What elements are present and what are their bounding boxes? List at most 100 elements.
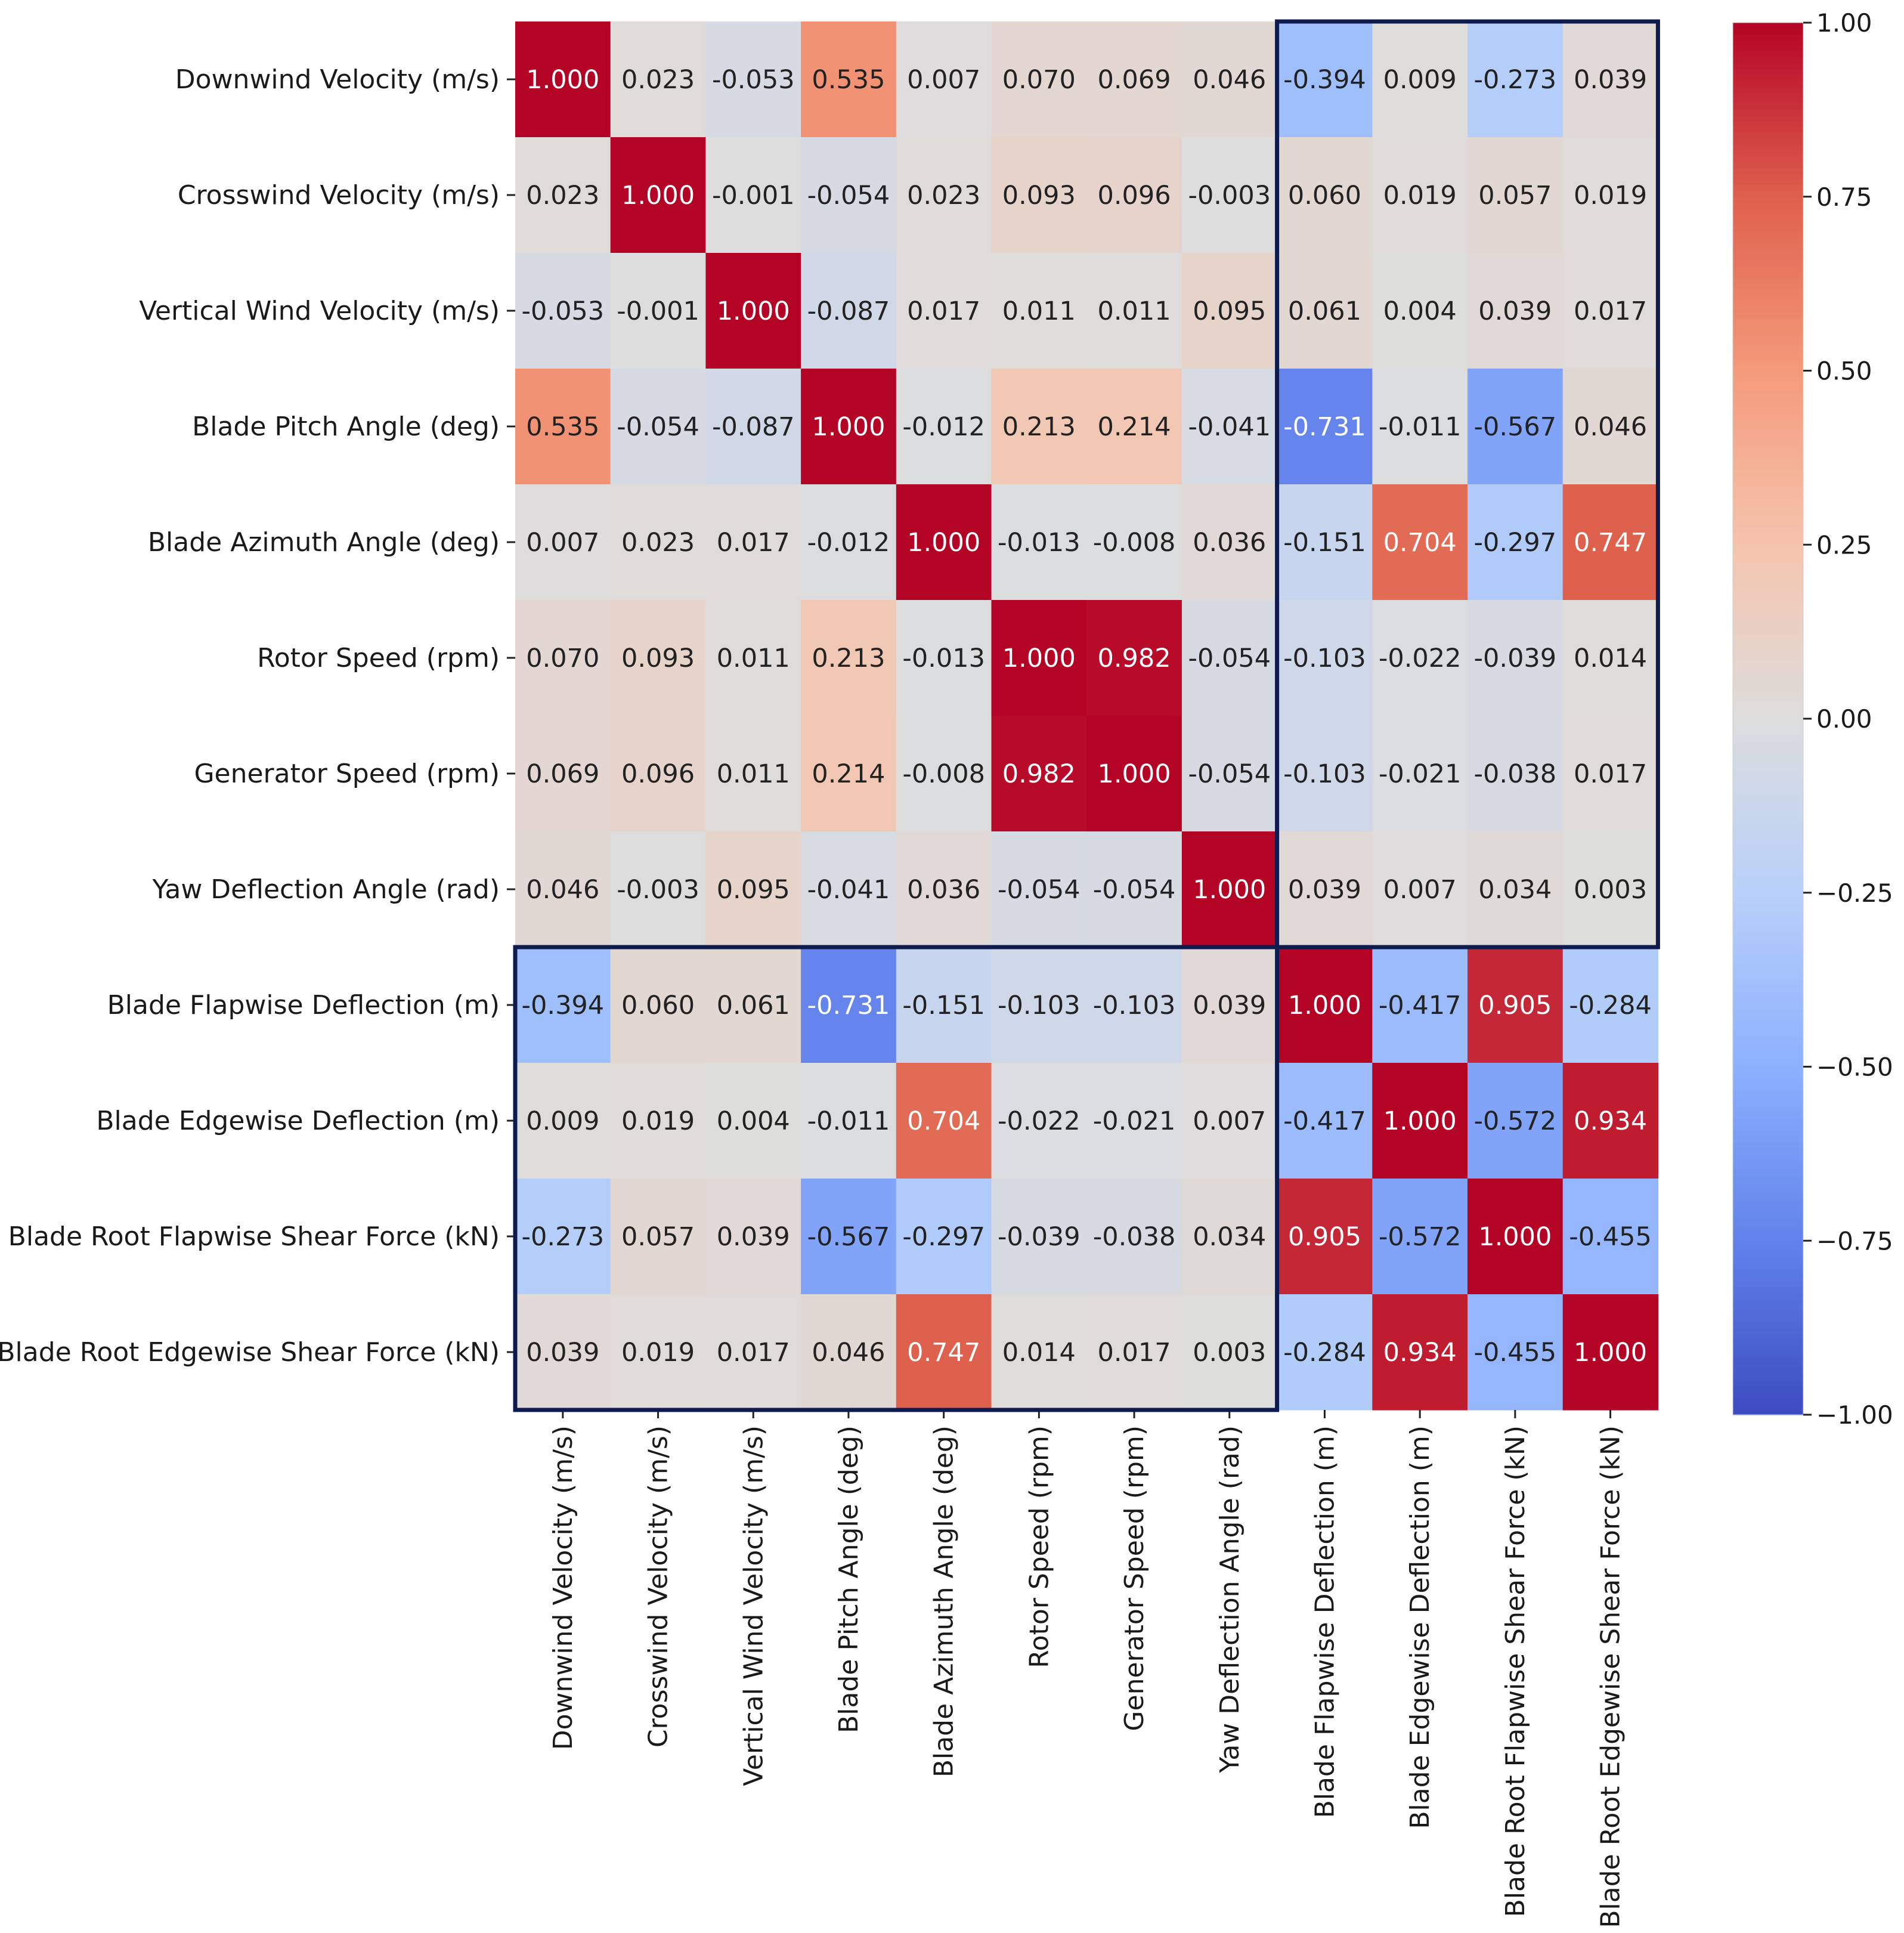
colorbar-gradient-segment [1733,1385,1803,1392]
cell-value-label: 0.017 [717,1338,790,1368]
cell-value-label: 0.213 [1002,412,1076,442]
cell-value-label: 0.011 [717,644,790,673]
colorbar-gradient-segment [1733,1060,1803,1068]
colorbar-gradient-segment [1733,1409,1803,1415]
cell-value-label: 0.095 [1193,296,1266,326]
heatmap-cell [1086,1063,1182,1179]
colorbar-gradient-segment [1733,492,1803,499]
cell-value-label: 1.000 [1383,1106,1457,1136]
colorbar-gradient-segment [1733,1194,1803,1201]
colorbar-gradient-segment [1733,81,1803,87]
cell-value-label: -0.041 [807,875,890,905]
colorbar-gradient-segment [1733,956,1803,963]
heatmap-cell [610,137,706,253]
colorbar-gradient-segment [1733,225,1803,232]
colorbar-gradient-segment [1733,1328,1803,1334]
colorbar-gradient-segment [1733,370,1803,378]
cell-value-label: 0.039 [526,1338,599,1368]
cell-value-label: -0.039 [1474,644,1557,673]
colorbar-gradient-segment [1733,707,1803,714]
cell-value-label: -0.394 [522,991,605,1020]
heatmap-cell [896,1294,992,1411]
colorbar-gradient-segment [1733,150,1803,157]
colorbar-gradient-segment [1733,1403,1803,1410]
cell-value-label: 1.000 [1097,759,1171,789]
heatmap-cell [705,369,801,485]
heatmap-cells [515,21,1658,1411]
cell-value-label: -0.053 [522,296,605,326]
colorbar-gradient-segment [1733,1264,1803,1270]
colorbar-tick-label: −0.75 [1816,1226,1893,1255]
heatmap-cell [801,600,897,716]
cell-value-label: -0.297 [1474,528,1557,558]
cell-value-label: -0.011 [807,1106,890,1136]
colorbar-gradient-segment [1733,428,1803,435]
heatmap-cell [705,137,801,253]
cell-value-label: -0.567 [1474,412,1557,442]
colorbar-gradient-segment [1733,632,1803,638]
colorbar-gradient-segment [1733,434,1803,441]
colorbar-gradient-segment [1733,585,1803,592]
heatmap-cell [801,947,897,1063]
heatmap-cell [1277,253,1373,369]
heatmap-cell [515,253,611,369]
colorbar-gradient-segment [1733,260,1803,267]
colorbar-gradient-segment [1733,208,1803,215]
colorbar-gradient-segment [1733,1211,1803,1218]
cell-value-label: -0.012 [807,528,890,558]
cell-value-label: -0.054 [1188,644,1271,673]
cell-value-label: 0.036 [1193,528,1266,558]
colorbar-gradient-segment [1733,515,1803,522]
colorbar-gradient-segment [1733,1101,1803,1108]
cell-value-label: 0.704 [907,1106,980,1136]
cell-value-label: -0.008 [902,759,985,789]
cell-value-label: -0.087 [807,296,890,326]
colorbar-gradient-segment [1733,1310,1803,1317]
cell-value-label: -0.013 [902,644,985,673]
heatmap-cell [1181,947,1278,1063]
heatmap-cell [1372,137,1468,253]
colorbar-gradient-segment [1733,602,1803,610]
colorbar-gradient-segment [1733,765,1803,772]
x-tick-label: Yaw Deflection Angle (rad) [1215,1425,1245,1773]
colorbar-gradient-segment [1733,701,1803,708]
colorbar-gradient-segment [1733,249,1803,255]
colorbar-gradient-segment [1733,1049,1803,1056]
colorbar-gradient-segment [1733,45,1803,52]
heatmap-cell [1562,1294,1658,1411]
cell-value-label: 1.000 [526,65,599,95]
heatmap-cell [1277,1063,1373,1179]
heatmap-cell [610,1063,706,1179]
heatmap-cell [1372,21,1468,138]
colorbar-gradient-segment [1733,1316,1803,1323]
colorbar-gradient-segment [1733,800,1803,806]
cell-value-label: 0.982 [1002,759,1076,789]
colorbar-gradient-segment [1733,191,1803,197]
cell-value-label: 0.036 [907,875,980,905]
colorbar-gradient-segment [1733,805,1803,812]
colorbar-gradient-segment [1733,1153,1803,1160]
cell-value-label: -0.053 [712,65,795,95]
cell-value-label: 0.046 [1193,65,1266,95]
heatmap-cell [801,1294,897,1411]
cell-value-label: 0.060 [621,991,695,1020]
cell-value-label: 0.039 [1574,65,1647,95]
heatmap-cell [515,137,611,253]
colorbar-tick-label: 1.00 [1816,8,1872,38]
cell-value-label: -0.103 [1093,991,1176,1020]
heatmap-cell [991,484,1087,601]
heatmap-cell [896,600,992,716]
cell-value-label: 0.014 [1574,644,1647,673]
heatmap-cell [1181,1179,1278,1295]
heatmap-cell [896,369,992,485]
colorbar-gradient-segment [1733,579,1803,586]
cell-value-label: -0.572 [1474,1106,1557,1136]
cell-value-label: 0.011 [1002,296,1076,326]
cell-value-label: -0.054 [998,875,1081,905]
heatmap-cell [1277,484,1373,601]
colorbar-gradient-segment [1733,40,1803,47]
colorbar-gradient-segment [1733,51,1803,58]
cell-value-label: 0.017 [1574,759,1647,789]
cell-value-label: 0.007 [1383,875,1457,905]
cell-value-label: -0.054 [617,412,699,442]
